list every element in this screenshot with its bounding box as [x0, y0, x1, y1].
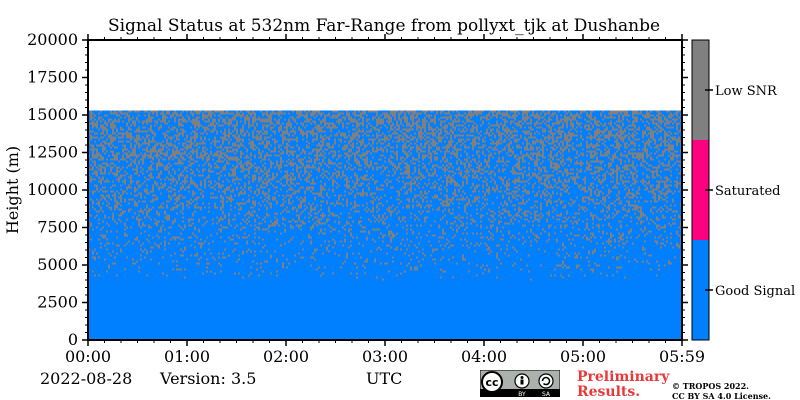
y-tick-label: 5000 [37, 255, 78, 274]
cc-license-badge: cc BY SA [479, 369, 561, 398]
chart-title: Signal Status at 532nm Far-Range from po… [107, 16, 661, 36]
colorbar-label: Low SNR [715, 84, 778, 99]
copyright-line-2: CC BY SA 4.0 License. [672, 391, 771, 400]
colorbar-segment [692, 240, 709, 340]
colorbar: Good Signal Saturated Low SNR [691, 39, 795, 341]
colorbar-segment [692, 40, 709, 140]
colorbar-label: Good Signal [715, 284, 795, 299]
date-label: 2022-08-28 [40, 369, 133, 388]
cc-icon [481, 371, 503, 393]
y-tick-label: 17500 [27, 68, 78, 87]
copyright-notice: © TROPOS 2022. CC BY SA 4.0 License. [672, 381, 771, 400]
sa-icon [538, 373, 554, 389]
x-tick-label: 03:00 [362, 347, 408, 366]
y-tick-label: 15000 [27, 105, 78, 124]
version-label: Version: 3.5 [160, 369, 257, 388]
preliminary-line-1: Preliminary [577, 369, 670, 385]
x-axis-label: UTC [366, 369, 403, 388]
colorbar-segment [692, 140, 709, 240]
heatmap-area [88, 110, 682, 340]
copyright-line-1: © TROPOS 2022. [672, 381, 749, 391]
y-axis-label: Height (m) [3, 146, 22, 234]
y-tick-label: 20000 [27, 30, 78, 49]
y-tick-label: 7500 [37, 218, 78, 237]
axes: 0 2500 5000 7500 10000 12500 15000 17500 20000 00… [3, 30, 705, 366]
sa-text: SA [542, 391, 551, 397]
colorbar-frame [691, 39, 710, 341]
by-text: BY [518, 391, 526, 397]
preliminary-results: Preliminary Results. [577, 370, 669, 400]
y-tick-label: 0 [68, 330, 78, 349]
cc-text: cc [485, 376, 498, 389]
x-tick-label: 05:59 [659, 347, 705, 366]
colorbar-label: Saturated [715, 184, 780, 199]
x-tick-label: 05:00 [560, 347, 606, 366]
low-snr-speckle [88, 110, 682, 281]
y-tick-label: 12500 [27, 143, 78, 162]
x-tick-label: 02:00 [263, 347, 309, 366]
y-tick-label: 10000 [27, 180, 78, 199]
x-tick-label: 04:00 [461, 347, 507, 366]
y-tick-label: 2500 [37, 293, 78, 312]
x-tick-label: 00:00 [65, 347, 111, 366]
preliminary-line-2: Results. [577, 384, 641, 400]
x-tick-label: 01:00 [164, 347, 210, 366]
